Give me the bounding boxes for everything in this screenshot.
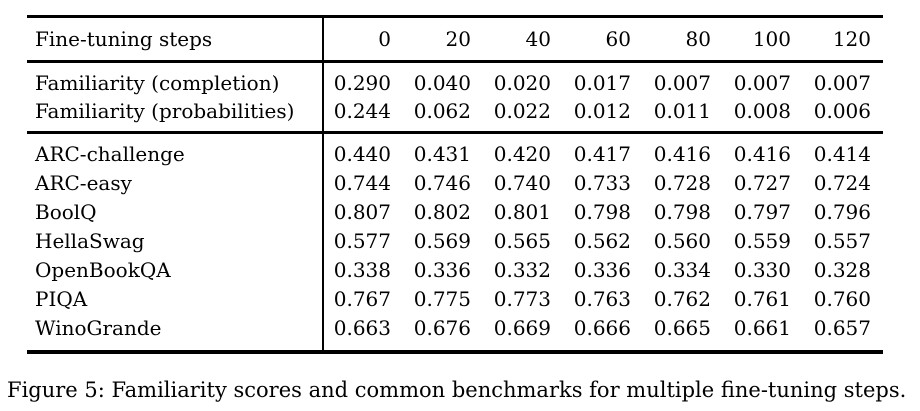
value-cell: 0.417: [573, 142, 631, 166]
value-cell: 0.431: [413, 142, 471, 166]
value-cell: 0.562: [573, 229, 631, 253]
value-cell: 0.665: [653, 316, 711, 340]
value-cell: 0.062: [413, 99, 471, 123]
value-cell: 0.762: [653, 287, 711, 311]
row-label: HellaSwag: [27, 227, 324, 256]
value-cell: 0.661: [733, 316, 791, 340]
value-cell: 0.796: [813, 200, 871, 224]
value-cell: 0.290: [333, 71, 391, 95]
value-cell: 0.676: [413, 316, 471, 340]
value-cell: 0.332: [493, 258, 551, 282]
value-cell: 0.801: [493, 200, 551, 224]
value-cell: 0.334: [653, 258, 711, 282]
value-cell: 0.565: [493, 229, 551, 253]
value-cell: 0.244: [333, 99, 391, 123]
row-label: ARC-challenge: [27, 132, 324, 169]
row-label: ARC-easy: [27, 169, 324, 198]
row-label: WinoGrande: [27, 314, 324, 352]
row-familiarity-probabilities: Familiarity (probabilities) 0.244 0.062 …: [27, 97, 883, 133]
value-cell: 0.007: [813, 71, 871, 95]
row-boolq: BoolQ 0.807 0.802 0.801 0.798 0.798 0.79…: [27, 198, 883, 227]
value-cell: 0.657: [813, 316, 871, 340]
value-cell: 0.440: [333, 142, 391, 166]
value-cell: 0.012: [573, 99, 631, 123]
value-cell: 0.020: [493, 71, 551, 95]
value-cell: 0.557: [813, 229, 871, 253]
value-cell: 0.011: [653, 99, 711, 123]
value-cell: 0.733: [573, 171, 631, 195]
value-cell: 0.338: [333, 258, 391, 282]
value-cell: 0.807: [333, 200, 391, 224]
value-cell: 0.040: [413, 71, 471, 95]
value-cell: 0.802: [413, 200, 471, 224]
value-cell: 0.767: [333, 287, 391, 311]
row-label: OpenBookQA: [27, 256, 324, 285]
value-cell: 0.577: [333, 229, 391, 253]
value-cell: 0.559: [733, 229, 791, 253]
header-step-20: 20: [445, 27, 471, 51]
value-cell: 0.798: [653, 200, 711, 224]
header-step-100: 100: [752, 27, 791, 51]
value-cell: 0.008: [733, 99, 791, 123]
value-cell: 0.773: [493, 287, 551, 311]
value-cell: 0.336: [573, 258, 631, 282]
value-cell: 0.336: [413, 258, 471, 282]
results-table: Fine-tuning steps 0 20 40 60 80 100 120 …: [27, 15, 883, 354]
benchmarks-section: ARC-challenge 0.440 0.431 0.420 0.417 0.…: [27, 132, 883, 352]
value-cell: 0.007: [733, 71, 791, 95]
value-cell: 0.330: [733, 258, 791, 282]
value-cell: 0.740: [493, 171, 551, 195]
value-cell: 0.760: [813, 287, 871, 311]
value-cell: 0.746: [413, 171, 471, 195]
value-cell: 0.663: [333, 316, 391, 340]
row-arc-easy: ARC-easy 0.744 0.746 0.740 0.733 0.728 0…: [27, 169, 883, 198]
row-label: Familiarity (probabilities): [27, 97, 324, 133]
value-cell: 0.414: [813, 142, 871, 166]
value-cell: 0.727: [733, 171, 791, 195]
value-cell: 0.669: [493, 316, 551, 340]
row-hellaswag: HellaSwag 0.577 0.569 0.565 0.562 0.560 …: [27, 227, 883, 256]
value-cell: 0.006: [813, 99, 871, 123]
header-step-0: 0: [378, 27, 391, 51]
value-cell: 0.775: [413, 287, 471, 311]
header-step-120: 120: [832, 27, 871, 51]
header-step-80: 80: [685, 27, 711, 51]
value-cell: 0.328: [813, 258, 871, 282]
familiarity-section: Familiarity (completion) 0.290 0.040 0.0…: [27, 61, 883, 133]
value-cell: 0.797: [733, 200, 791, 224]
row-openbookqa: OpenBookQA 0.338 0.336 0.332 0.336 0.334…: [27, 256, 883, 285]
row-arc-challenge: ARC-challenge 0.440 0.431 0.420 0.417 0.…: [27, 132, 883, 169]
row-label: PIQA: [27, 285, 324, 314]
value-cell: 0.022: [493, 99, 551, 123]
row-piqa: PIQA 0.767 0.775 0.773 0.763 0.762 0.761…: [27, 285, 883, 314]
value-cell: 0.569: [413, 229, 471, 253]
value-cell: 0.798: [573, 200, 631, 224]
value-cell: 0.416: [653, 142, 711, 166]
header-step-60: 60: [605, 27, 631, 51]
value-cell: 0.007: [653, 71, 711, 95]
row-label: Familiarity (completion): [27, 61, 324, 97]
value-cell: 0.761: [733, 287, 791, 311]
value-cell: 0.420: [493, 142, 551, 166]
header-label: Fine-tuning steps: [27, 16, 324, 62]
value-cell: 0.724: [813, 171, 871, 195]
value-cell: 0.763: [573, 287, 631, 311]
header-step-40: 40: [525, 27, 551, 51]
figure-caption: Figure 5: Familiarity scores and common …: [7, 378, 907, 402]
value-cell: 0.560: [653, 229, 711, 253]
row-winogrande: WinoGrande 0.663 0.676 0.669 0.666 0.665…: [27, 314, 883, 352]
value-cell: 0.416: [733, 142, 791, 166]
row-label: BoolQ: [27, 198, 324, 227]
value-cell: 0.666: [573, 316, 631, 340]
row-familiarity-completion: Familiarity (completion) 0.290 0.040 0.0…: [27, 61, 883, 97]
value-cell: 0.744: [333, 171, 391, 195]
value-cell: 0.728: [653, 171, 711, 195]
table-header-row: Fine-tuning steps 0 20 40 60 80 100 120: [27, 16, 883, 62]
value-cell: 0.017: [573, 71, 631, 95]
